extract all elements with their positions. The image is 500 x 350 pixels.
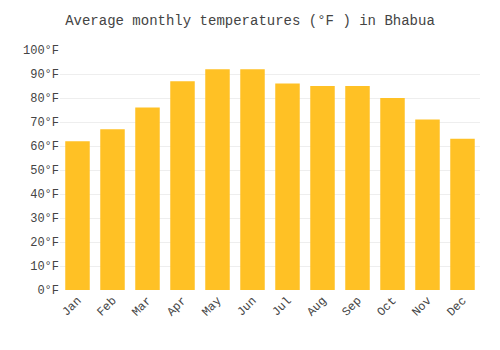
svg-text:10°F: 10°F (30, 260, 59, 274)
svg-text:Sep: Sep (339, 294, 364, 319)
svg-text:Aug: Aug (304, 294, 329, 319)
svg-text:Jan: Jan (59, 294, 84, 319)
svg-text:Apr: Apr (164, 294, 189, 319)
svg-text:Feb: Feb (94, 294, 119, 319)
svg-text:30°F: 30°F (30, 212, 59, 226)
svg-text:90°F: 90°F (30, 68, 59, 82)
svg-text:Jun: Jun (234, 294, 259, 319)
svg-text:70°F: 70°F (30, 116, 59, 130)
svg-text:Nov: Nov (409, 294, 434, 319)
svg-text:60°F: 60°F (30, 140, 59, 154)
svg-text:100°F: 100°F (23, 44, 59, 58)
svg-text:May: May (199, 294, 224, 319)
svg-text:50°F: 50°F (30, 164, 59, 178)
svg-text:Average monthly temperatures (: Average monthly temperatures (°F ) in Bh… (65, 13, 435, 29)
svg-text:20°F: 20°F (30, 236, 59, 250)
svg-text:40°F: 40°F (30, 188, 59, 202)
svg-text:Jul: Jul (269, 294, 294, 319)
svg-text:Oct: Oct (374, 294, 399, 319)
svg-text:Dec: Dec (444, 294, 469, 319)
svg-text:Mar: Mar (129, 294, 154, 319)
svg-text:80°F: 80°F (30, 92, 59, 106)
svg-text:0°F: 0°F (37, 284, 59, 298)
